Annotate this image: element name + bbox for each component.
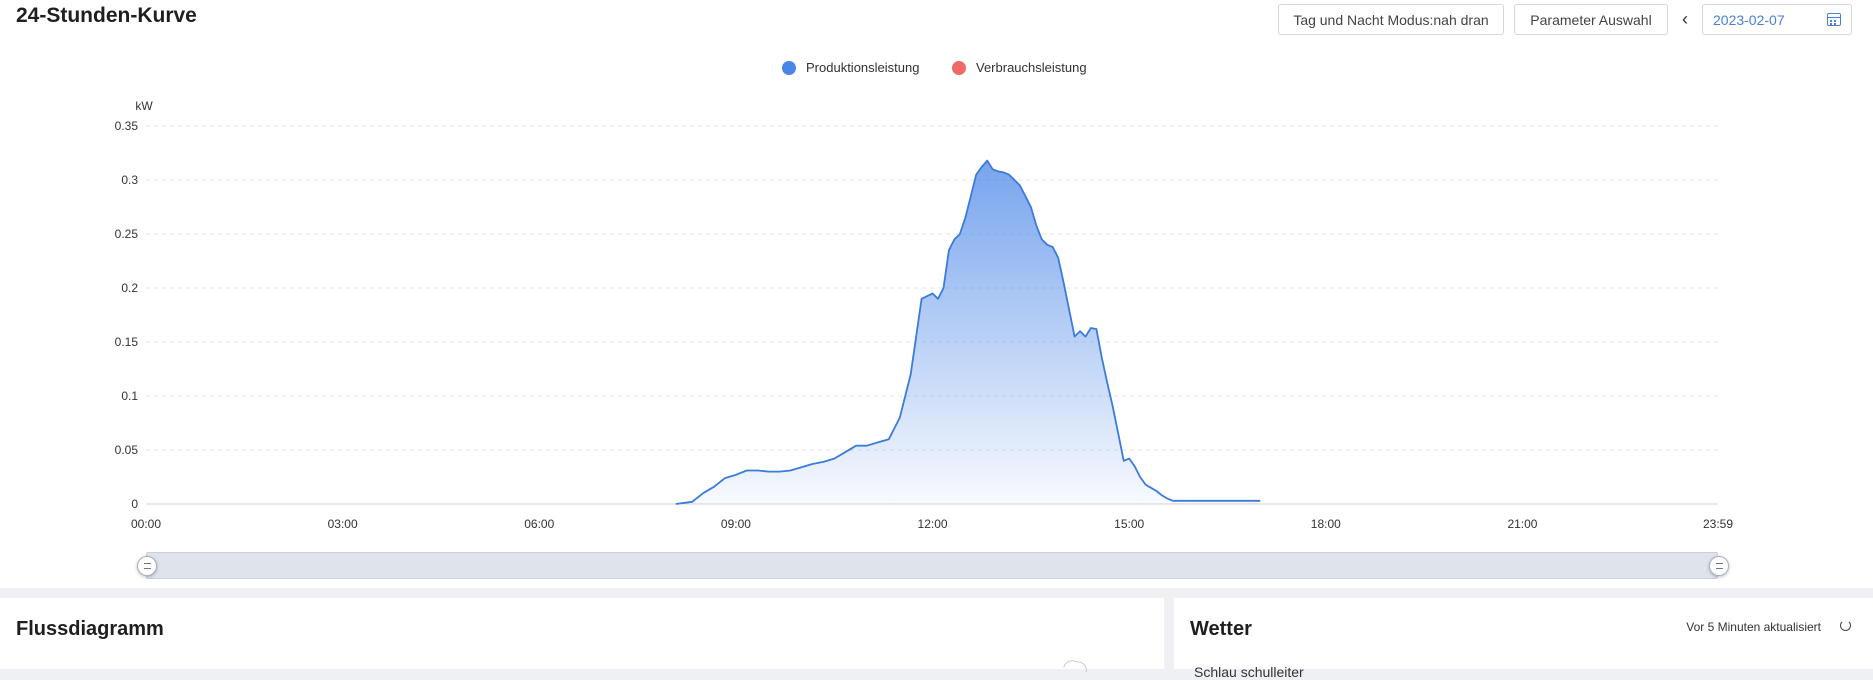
y-tick-label: 0.15: [115, 335, 139, 349]
flow-diagram-graphic: [1063, 658, 1089, 673]
x-tick-label: 18:00: [1311, 517, 1341, 531]
y-tick-label: 0.35: [115, 119, 139, 133]
x-tick-label: 23:59: [1703, 517, 1733, 531]
day-night-mode-button[interactable]: Tag und Nacht Modus:nah dran: [1278, 4, 1504, 35]
curve-panel: 24-Stunden-Kurve Tag und Nacht Modus:nah…: [0, 0, 1873, 588]
drag-handle-icon[interactable]: [1709, 556, 1729, 576]
calendar-icon[interactable]: [1827, 13, 1841, 26]
y-tick-label: 0.1: [121, 389, 138, 403]
legend-item-consumption[interactable]: Verbrauchsleistung: [952, 60, 1087, 75]
x-tick-label: 00:00: [131, 517, 161, 531]
x-tick-label: 06:00: [524, 517, 554, 531]
x-tick-label: 03:00: [328, 517, 358, 531]
x-tick-label: 12:00: [918, 517, 948, 531]
date-value: 2023-02-07: [1713, 11, 1785, 28]
flow-diagram-panel: Flussdiagramm: [0, 598, 1164, 673]
page-title: 24-Stunden-Kurve: [16, 4, 197, 27]
weather-subtitle: Schlau schulleiter: [1194, 664, 1304, 680]
y-tick-label: 0.3: [121, 173, 138, 187]
legend-dot-consumption: [952, 60, 966, 75]
parameter-selection-button[interactable]: Parameter Auswahl: [1514, 4, 1668, 35]
weather-title: Wetter: [1190, 618, 1252, 640]
legend-label-production: Produktionsleistung: [806, 60, 920, 75]
production-line: [675, 159, 1261, 505]
legend-item-production[interactable]: Produktionsleistung: [782, 60, 919, 75]
y-axis-label: kW: [135, 99, 153, 113]
refresh-icon[interactable]: [1840, 620, 1851, 631]
y-tick-label: 0.2: [121, 281, 138, 295]
y-tick-label: 0: [131, 497, 138, 511]
flow-diagram-title: Flussdiagramm: [16, 618, 164, 640]
x-tick-label: 21:00: [1507, 517, 1537, 531]
zoom-slider-track[interactable]: [146, 552, 1718, 579]
production-area: [675, 160, 1261, 504]
date-picker[interactable]: 2023-02-07: [1702, 4, 1852, 35]
chevron-left-icon[interactable]: ‹: [1682, 9, 1688, 29]
last-updated-text: Vor 5 Minuten aktualisiert: [1686, 620, 1821, 634]
drag-handle-icon[interactable]: [137, 556, 157, 576]
power-chart[interactable]: 0 0.05 0.1 0.15 0.2 0.25 0.3 0.35 kW 00:00 03:00 06…: [0, 90, 1873, 540]
legend-dot-production: [782, 60, 796, 75]
x-tick-label: 09:00: [721, 517, 751, 531]
y-tick-label: 0.25: [115, 227, 139, 241]
legend-label-consumption: Verbrauchsleistung: [976, 60, 1087, 75]
x-tick-label: 15:00: [1114, 517, 1144, 531]
weather-panel: Wetter Vor 5 Minuten aktualisiert Schlau…: [1174, 598, 1873, 680]
y-tick-label: 0.05: [115, 443, 139, 457]
